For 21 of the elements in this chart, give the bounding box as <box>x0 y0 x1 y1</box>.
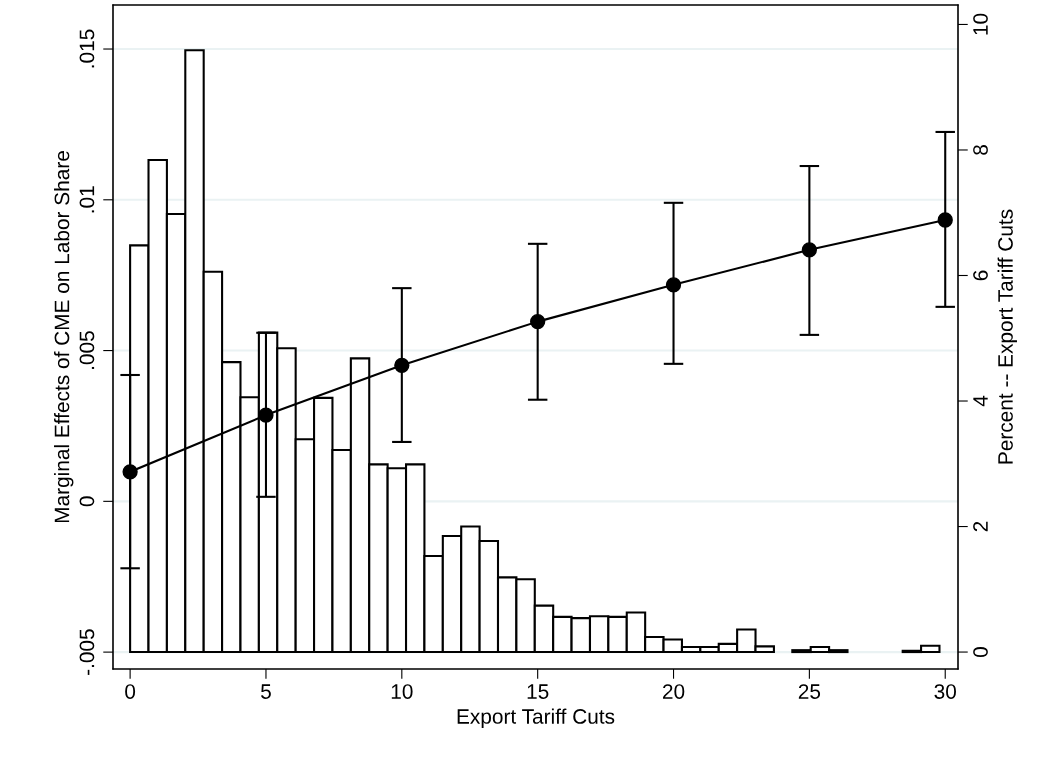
x-tick-label: 30 <box>934 684 956 699</box>
x-tick-label: 5 <box>261 684 271 699</box>
y2-tick-label: 0 <box>973 647 988 658</box>
x-tick-label: 10 <box>391 684 413 699</box>
y-tick-label: .005 <box>79 331 95 369</box>
y2-tick-label: 6 <box>973 270 988 281</box>
x-tick-label: 20 <box>662 684 685 699</box>
x-axis-title: Export Tariff Cuts <box>457 708 615 728</box>
x-tick-label: 0 <box>125 684 136 699</box>
x-tick-label: 15 <box>527 684 549 699</box>
x-tick-label: 25 <box>798 684 821 699</box>
y2-axis-title: Percent -- Export Tariff Cuts <box>997 209 1017 464</box>
y-tick-label: .015 <box>79 29 95 68</box>
y2-tick-label: 8 <box>973 145 988 155</box>
y-tick-label: 0 <box>79 496 95 507</box>
y2-tick-label: 4 <box>973 395 988 407</box>
y-axis-title: Marginal Effects of CME on Labor Share <box>54 151 74 523</box>
y2-tick-label: 2 <box>973 521 988 532</box>
y-tick-label: .01 <box>79 186 95 213</box>
y2-tick-label: 10 <box>973 13 988 35</box>
y-tick-label: -.005 <box>79 629 95 675</box>
